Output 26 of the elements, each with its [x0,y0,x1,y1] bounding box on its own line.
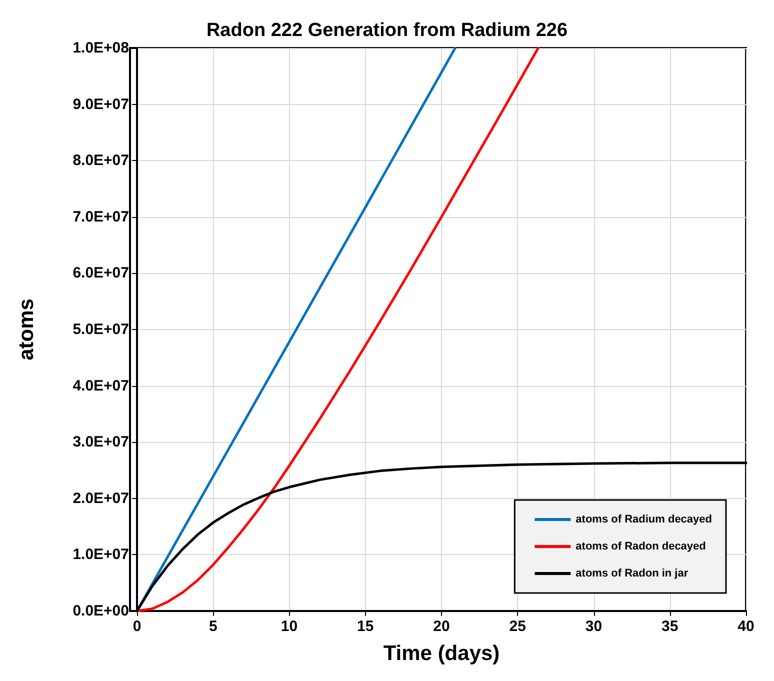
y-tick-label: 8.0E+07 [72,152,129,170]
chart-title: Radon 222 Generation from Radium 226 [206,20,568,41]
y-tick-label: 6.0E+07 [72,264,129,282]
y-tick-label: 0.0E+00 [72,602,129,620]
legend-label: atoms of Radon decayed [576,540,706,552]
x-tick-label: 0 [132,618,142,635]
x-tick-label: 35 [662,618,678,635]
legend-label: atoms of Radium decayed [576,514,712,526]
y-tick-label: 1.0E+08 [72,40,129,56]
y-tick-label: 3.0E+07 [72,434,129,451]
y-tick-label: 1.0E+07 [72,546,129,564]
y-tick-label: 4.0E+07 [72,377,129,394]
y-tick-label: 7.0E+07 [72,208,129,226]
x-tick-label: 5 [208,618,218,635]
y-tick-label: 9.0E+07 [72,96,129,113]
x-tick-label: 10 [280,618,298,635]
x-tick-label: 30 [585,618,602,635]
x-tick-label: 20 [433,618,450,635]
legend-label: atoms of Radon in jar [576,568,689,580]
y-axis-title: atoms [15,298,38,360]
y-tick-label: 5.0E+07 [72,321,129,338]
y-tick-label: 2.0E+07 [72,490,129,507]
x-tick-label: 40 [738,618,754,635]
x-axis-title: Time (days) [383,642,500,665]
x-tick-label: 15 [357,618,374,635]
x-tick-label: 25 [509,618,526,635]
